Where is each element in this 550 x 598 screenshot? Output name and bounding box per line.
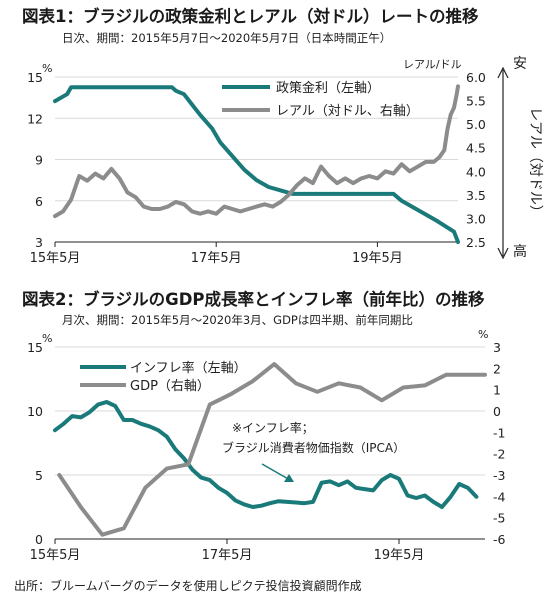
chart-1-side-indicator: 安 高 レアル（対ドル） <box>497 56 543 260</box>
chart-2-gridlines <box>55 346 485 476</box>
c2-series-line-1 <box>57 362 487 537</box>
chart-2-subtitle: 月次、期間：2015年5月～2020年3月、GDPは四半期、前年同期比 <box>62 313 413 327</box>
chart-2-series <box>53 362 487 537</box>
c2-left-tick-label: 10 <box>27 404 43 419</box>
chart-1-subtitle: 日次、期間：2015年5月7日～2020年5月7日（日本時間正午） <box>62 31 391 45</box>
annotation-arrowhead-icon <box>284 474 294 482</box>
chart-1-legend-real: レアル（対ドル、右軸） <box>276 104 419 119</box>
chart-1-side-bottom: 高 <box>513 243 527 260</box>
c1-right-tick-label: 2.5 <box>466 235 486 250</box>
source-note: 出所：ブルームバーグのデータを使用しピクテ投信投資顧問作成 <box>14 578 362 593</box>
c2-right-tick-label: -5 <box>493 511 505 526</box>
chart-2: 図表2：ブラジルのGDP成長率とインフレ率（前年比）の推移 月次、期間：2015… <box>22 289 506 563</box>
chart-1-legend: 政策金利（左軸） レアル（対ドル、右軸） <box>222 80 419 119</box>
chart-2-legend-inflation: インフレ率（左軸） <box>130 360 247 376</box>
c1-x-tick-label: 19年5月 <box>352 251 403 266</box>
c1-x-tick-label: 15年5月 <box>30 251 81 266</box>
chart-1-right-unit: レアル/ドル <box>403 58 462 71</box>
chart-2-legend-gdp: GDP（右軸） <box>130 379 210 394</box>
c1-right-tick-label: 6.0 <box>466 70 486 85</box>
arrow-down-icon <box>497 247 509 260</box>
chart-2-legend: インフレ率（左軸） GDP（右軸） <box>80 360 247 394</box>
c1-left-tick-label: 9 <box>35 153 43 168</box>
c2-series-line-0 <box>53 400 479 509</box>
chart-1-right-ticks: 2.5 3.0 3.5 4.0 4.5 5.0 5.5 6.0 <box>466 70 486 250</box>
chart-2-left-unit: % <box>42 332 52 345</box>
chart-2-right-unit: % <box>478 328 488 341</box>
c1-right-tick-label: 5.0 <box>466 117 486 132</box>
c1-right-tick-label: 4.5 <box>466 141 486 156</box>
c2-left-tick-label: 15 <box>27 340 43 355</box>
arrow-up-icon <box>497 66 509 79</box>
chart-2-title: 図表2：ブラジルのGDP成長率とインフレ率（前年比）の推移 <box>22 289 485 309</box>
c2-right-tick-label: -3 <box>493 468 505 483</box>
chart-2-annotation: ※インフレ率； ブラジル消費者物価指数（IPCA） <box>222 420 405 482</box>
annotation-line-2: ブラジル消費者物価指数（IPCA） <box>222 440 405 455</box>
c2-left-tick-label: 5 <box>35 468 43 483</box>
chart-1-series <box>53 84 460 244</box>
c2-right-tick-label: -1 <box>493 425 505 440</box>
annotation-line-1: ※インフレ率； <box>232 420 314 435</box>
c1-left-tick-label: 3 <box>35 235 43 250</box>
c2-right-tick-label: 3 <box>493 340 501 355</box>
chart-2-right-ticks: -6 -5 -4 -3 -2 -1 0 1 2 3 <box>493 340 506 547</box>
c2-right-tick-label: -4 <box>493 489 506 504</box>
c2-right-tick-label: 1 <box>493 383 501 398</box>
c2-x-tick-label: 19年5月 <box>374 548 425 563</box>
c1-left-tick-label: 6 <box>35 194 43 209</box>
chart-1-left-unit: % <box>42 62 52 75</box>
c2-x-tick-label: 15年5月 <box>30 548 81 563</box>
c1-left-tick-label: 12 <box>27 111 43 126</box>
chart-1: 図表1：ブラジルの政策金利とレアル（対ドル）レートの推移 日次、期間：2015年… <box>22 6 543 266</box>
c1-right-tick-label: 4.0 <box>466 164 486 179</box>
c1-series-line-1 <box>53 84 460 219</box>
c1-right-tick-label: 5.5 <box>466 94 486 109</box>
chart-1-gridlines <box>55 76 458 202</box>
c2-right-tick-label: 0 <box>493 404 501 419</box>
chart-2-x-ticks: 15年5月 17年5月 19年5月 <box>30 539 425 563</box>
c1-right-tick-label: 3.0 <box>466 211 486 226</box>
chart-1-x-ticks: 15年5月 17年5月 19年5月 <box>30 242 403 266</box>
c2-left-tick-label: 0 <box>35 532 43 547</box>
chart-1-side-label: レアル（対ドル） <box>527 107 543 219</box>
c1-series-line-0 <box>53 85 460 244</box>
chart-1-side-top: 安 <box>513 56 527 72</box>
annotation-arrow-icon <box>261 463 291 481</box>
c2-right-tick-label: 2 <box>493 361 501 376</box>
c2-right-tick-label: -6 <box>493 532 506 547</box>
c1-right-tick-label: 3.5 <box>466 188 486 203</box>
chart-2-left-ticks: 0 5 10 15 <box>27 340 43 547</box>
chart-1-title: 図表1：ブラジルの政策金利とレアル（対ドル）レートの推移 <box>22 6 479 26</box>
c1-left-tick-label: 15 <box>27 70 43 85</box>
c2-right-tick-label: -2 <box>493 447 505 462</box>
chart-1-left-ticks: 3 6 9 12 15 <box>27 70 43 250</box>
chart-1-legend-rate: 政策金利（左軸） <box>276 80 380 96</box>
c2-x-tick-label: 17年5月 <box>202 548 253 563</box>
c1-x-tick-label: 17年5月 <box>191 251 242 266</box>
